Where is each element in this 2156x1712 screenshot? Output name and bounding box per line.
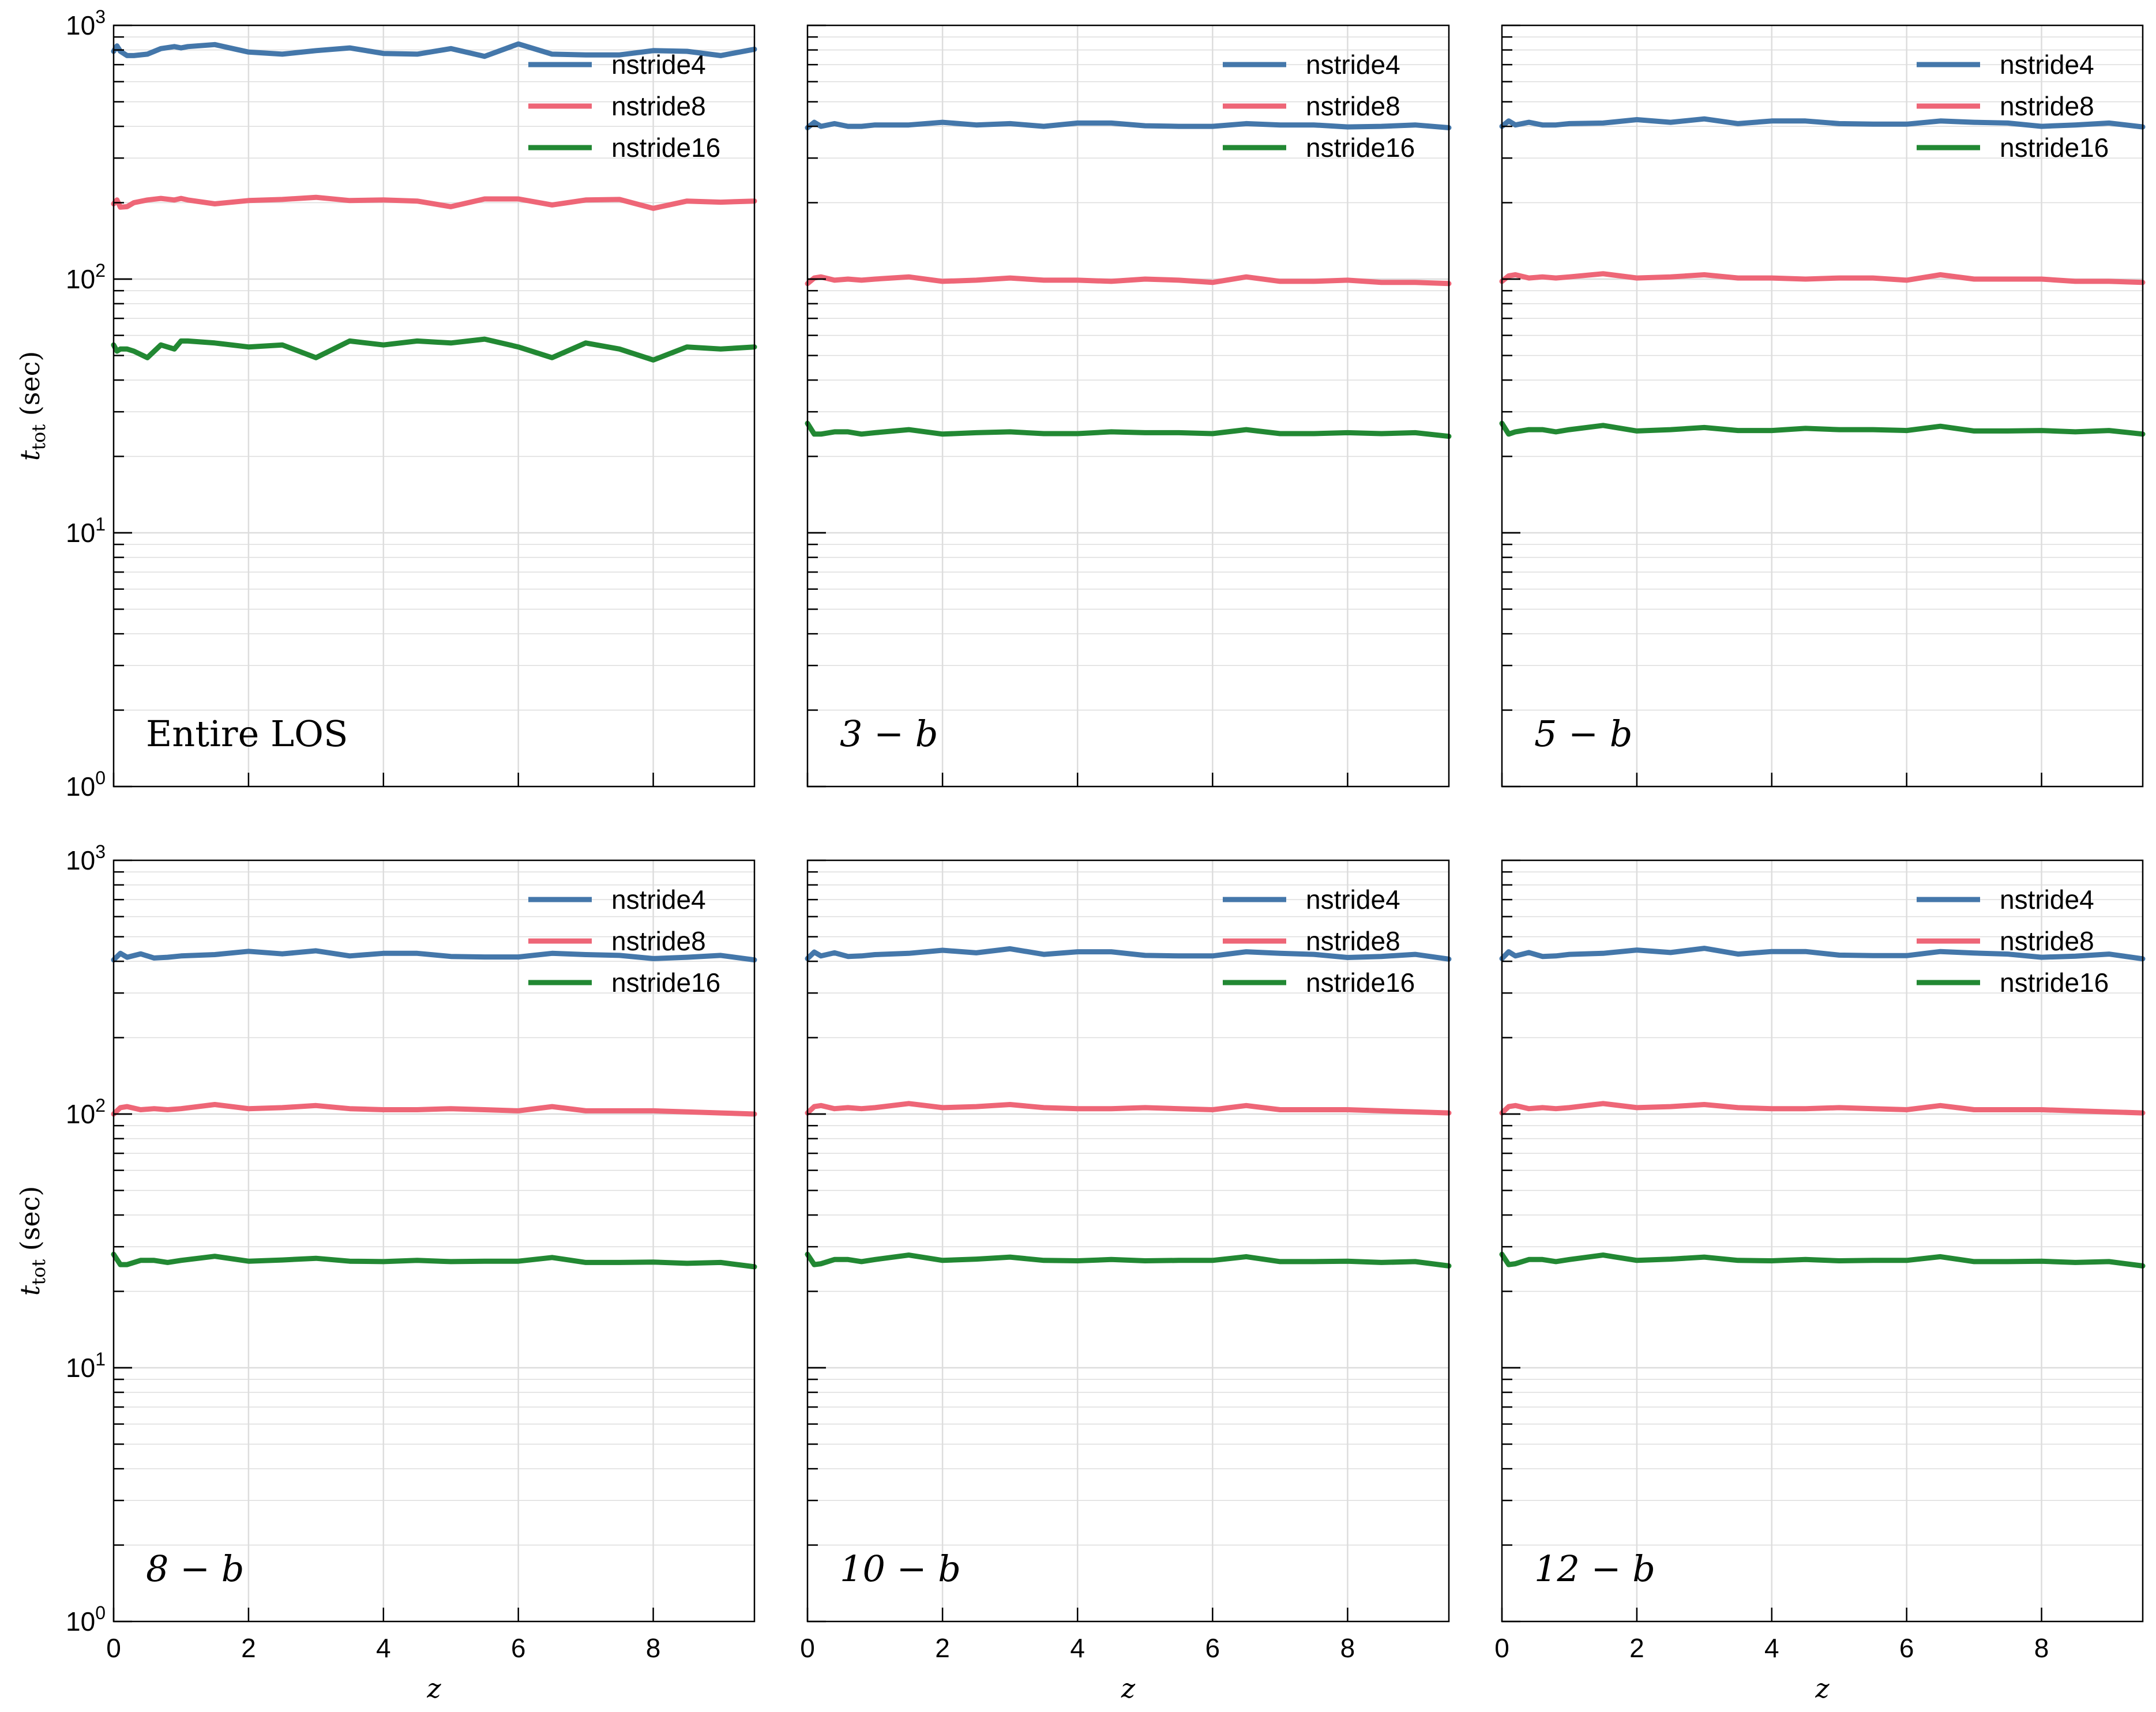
y-axis-label: ttot (sec) [14,351,50,461]
chart-panel-1: 100 101 102 103 nstride4 nstride8 nstride16 Ent… [14,6,757,802]
series-line-nstride8 [1499,1101,2146,1116]
x-tick-label: 2 [241,1633,256,1663]
legend-label-nstride4: nstride4 [611,885,706,915]
grid [807,860,1449,1621]
panel-label: Entire LOS [146,713,348,755]
series-line-nstride4 [1499,946,2146,962]
axes-frame [1501,859,2144,1623]
y-tick-label: 101 [66,514,106,548]
legend-label-nstride4: nstride4 [1306,50,1400,80]
x-tick-label: 8 [2034,1633,2049,1663]
series-line-nstride8 [805,1101,1452,1116]
grid [114,860,754,1621]
legend-label-nstride16: nstride16 [1306,968,1415,998]
chart-panel-2: nstride4 nstride8 nstride16 3 − b [805,24,1452,788]
legend-label-nstride16: nstride16 [2000,133,2109,163]
y-tick-label: 103 [66,6,106,40]
series-line-nstride8 [1499,271,2146,285]
y-axis-label: ttot (sec) [14,1186,50,1296]
y-ticks [807,24,826,788]
axes-frame [112,859,756,1623]
series-line-nstride8 [111,194,757,211]
legend-label-nstride4: nstride4 [2000,885,2094,915]
legend: nstride4 nstride8 nstride16 [1917,885,2109,998]
chart-panel-5: 0 2 4 6 8 nstride4 nstride8 nstride16 10 − b z [800,859,1452,1704]
series-line-nstride4 [805,119,1452,130]
series-line-nstride16 [1499,1251,2146,1269]
legend-label-nstride8: nstride8 [1306,91,1400,121]
series-line-nstride16 [111,336,757,363]
legend-label-nstride16: nstride16 [611,968,720,998]
legend-label-nstride4: nstride4 [2000,50,2094,80]
legend-label-nstride8: nstride8 [1306,926,1400,956]
series-line-nstride16 [805,420,1452,439]
y-ticks [1502,859,1520,1623]
legend-label-nstride8: nstride8 [2000,91,2094,121]
x-tick-label: 6 [1899,1633,1914,1663]
legend-label-nstride8: nstride8 [611,926,706,956]
legend-label-nstride8: nstride8 [2000,926,2094,956]
x-tick-label: 4 [376,1633,391,1663]
x-tick-label: 8 [646,1633,661,1663]
legend: nstride4 nstride8 nstride16 [528,50,720,163]
series-line-nstride4 [1499,116,2146,130]
y-tick-label: 100 [66,767,106,802]
y-ticks [114,859,132,1623]
panel-label: 10 − b [840,1548,961,1590]
legend-label-nstride4: nstride4 [1306,885,1400,915]
legend: nstride4 nstride8 nstride16 [1223,885,1415,998]
chart-panel-4: 0 2 4 6 8100101102103nstride4nstride8nstride… [14,841,757,1704]
x-tick-label: 0 [1494,1633,1509,1663]
x-tick-label: 0 [106,1633,121,1663]
series-line-nstride8 [805,274,1452,287]
series-line-nstride4 [111,948,757,963]
panel-label: 3 − b [840,713,938,755]
legend-label-nstride8: nstride8 [611,91,706,121]
legend-label-nstride16: nstride16 [1306,133,1415,163]
series-line-nstride4 [805,946,1452,962]
y-ticks [114,24,132,788]
series-line-nstride8 [111,1102,757,1117]
axes-frame [112,24,756,788]
y-ticks [1502,24,1520,788]
x-tick-label: 8 [1340,1633,1355,1663]
x-tick-label: 4 [1070,1633,1085,1663]
series-line-nstride4 [111,41,757,59]
x-tick-label: 6 [1205,1633,1220,1663]
axes-frame [806,859,1450,1623]
legend-label-nstride16: nstride16 [2000,968,2109,998]
y-tick-label: 103 [66,841,106,875]
legend: nstride4 nstride8 nstride16 [1917,50,2109,163]
y-tick-label: 100 [66,1602,106,1636]
x-tick-label: 2 [1629,1633,1644,1663]
chart-panel-3: nstride4 nstride8 nstride16 5 − b [1499,24,2146,788]
panel-label: 12 − b [1534,1548,1655,1590]
y-ticks [807,859,826,1623]
x-axis-label: z [426,1673,441,1704]
x-axis-label: z [1815,1673,1830,1704]
x-axis-label: z [1121,1673,1136,1704]
y-tick-label: 102 [66,260,106,294]
panel-label: 8 − b [146,1548,245,1590]
x-tick-label: 2 [935,1633,950,1663]
legend: nstride4 nstride8 nstride16 [528,885,720,998]
y-tick-label: 102 [66,1095,106,1129]
y-tick-label: 101 [66,1349,106,1383]
series-line-nstride16 [805,1251,1452,1269]
panel-label: 5 − b [1534,713,1633,755]
x-tick-label: 4 [1764,1633,1779,1663]
series-line-nstride16 [111,1251,757,1270]
axes-frame [806,24,1450,788]
chart-panel-6: 0 2 4 6 8 nstride4 nstride8 nstride16 12 − b z [1494,859,2146,1704]
axes-frame [1501,24,2144,788]
x-tick-label: 0 [800,1633,815,1663]
legend-label-nstride4: nstride4 [611,50,706,80]
series-line-nstride16 [1499,420,2146,437]
grid [1502,860,2143,1621]
legend: nstride4 nstride8 nstride16 [1223,50,1415,163]
x-tick-label: 6 [511,1633,526,1663]
legend-label-nstride16: nstride16 [611,133,720,163]
